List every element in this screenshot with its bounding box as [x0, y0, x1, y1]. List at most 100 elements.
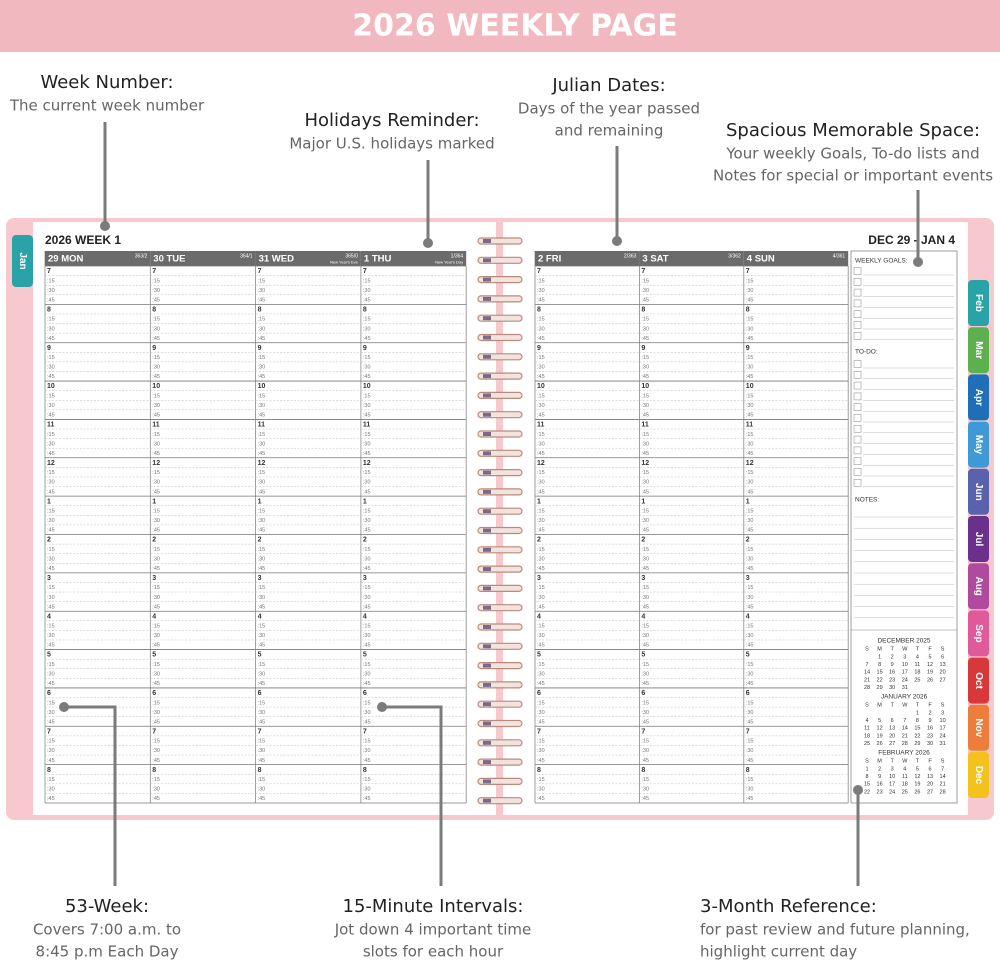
hour-label: 3	[258, 575, 262, 582]
mini-cal-day: 17	[940, 726, 946, 732]
mini-cal-day: 26	[927, 677, 933, 683]
quarter-label: :15	[537, 432, 545, 438]
quarter-label: :30	[152, 288, 160, 294]
quarter-label: :45	[746, 796, 754, 802]
quarter-label: :30	[641, 787, 649, 793]
callout-dot	[913, 257, 923, 267]
quarter-label: :15	[746, 317, 754, 323]
mini-cal-day: 29	[877, 685, 883, 691]
quarter-label: :15	[641, 355, 649, 361]
quarter-label: :45	[47, 336, 55, 342]
quarter-label: :30	[537, 787, 545, 793]
mini-cal-day: 30	[889, 685, 895, 691]
quarter-label: :30	[363, 710, 371, 716]
quarter-label: :15	[258, 393, 266, 399]
mini-cal-day: 10	[902, 662, 908, 668]
quarter-label: :30	[641, 633, 649, 639]
hour-label: 9	[363, 345, 367, 352]
hour-label: 9	[641, 345, 645, 352]
quarter-label: :45	[746, 298, 754, 304]
hour-label: 4	[258, 613, 262, 620]
hour-label: 10	[47, 383, 55, 390]
mini-cal-day: 1	[878, 654, 881, 660]
quarter-label: :30	[363, 518, 371, 524]
quarter-label: :15	[47, 278, 55, 284]
mini-cal-title: JANUARY 2026	[881, 694, 928, 701]
checkbox	[853, 277, 862, 286]
hour-label: 8	[152, 306, 156, 313]
callout-title: Spacious Memorable Space:	[726, 120, 980, 141]
hour-label: 6	[258, 690, 262, 697]
mini-cal-day: 19	[927, 670, 933, 676]
quarter-label: :45	[537, 298, 545, 304]
mini-cal-day: 12	[877, 726, 883, 732]
quarter-label: :15	[363, 355, 371, 361]
hour-label: 12	[641, 460, 649, 467]
quarter-label: :15	[152, 393, 160, 399]
quarter-label: :30	[641, 480, 649, 486]
quarter-label: :15	[258, 355, 266, 361]
hour-label: 8	[363, 306, 367, 313]
month-tab	[968, 563, 989, 610]
hour-label: 12	[537, 460, 545, 467]
quarter-label: :45	[537, 681, 545, 687]
left-page	[33, 222, 496, 815]
mini-cal-day: 1	[865, 766, 868, 772]
ring-clip	[483, 239, 491, 243]
quarter-label: :30	[152, 403, 160, 409]
ring-clip	[483, 625, 491, 629]
month-tab-label: Sep	[973, 624, 984, 642]
quarter-label: :15	[47, 777, 55, 783]
month-tab-label: Jul	[973, 532, 984, 547]
quarter-label: :45	[47, 489, 55, 495]
quarter-label: :45	[152, 719, 160, 725]
mini-cal-day: 30	[927, 741, 933, 747]
hour-label: 2	[258, 537, 262, 544]
hour-label: 5	[47, 652, 51, 659]
quarter-label: :45	[363, 681, 371, 687]
quarter-label: :15	[363, 508, 371, 514]
hour-label: 8	[746, 767, 750, 774]
hour-label: 4	[641, 613, 645, 620]
quarter-label: :45	[47, 298, 55, 304]
hour-label: 7	[258, 268, 262, 275]
quarter-label: :15	[641, 432, 649, 438]
callout-title: 15-Minute Intervals:	[343, 896, 524, 917]
mini-cal-weekday: W	[902, 758, 908, 764]
right-page	[503, 222, 968, 815]
hour-label: 1	[47, 498, 51, 505]
quarter-label: :45	[363, 413, 371, 419]
mini-cal-day: 2	[928, 710, 931, 716]
quarter-label: :15	[537, 470, 545, 476]
checkbox	[853, 267, 862, 275]
mini-cal-weekday: T	[891, 758, 895, 764]
quarter-label: :45	[746, 413, 754, 419]
hour-label: 1	[641, 498, 645, 505]
callout-title: 3-Month Reference:	[700, 896, 877, 917]
quarter-label: :15	[746, 355, 754, 361]
quarter-label: :15	[746, 624, 754, 630]
mini-cal-day: 10	[889, 774, 895, 780]
quarter-label: :45	[152, 758, 160, 764]
ring-clip	[483, 470, 491, 475]
quarter-label: :15	[152, 355, 160, 361]
hour-label: 8	[537, 306, 541, 313]
mini-cal-day: 7	[903, 718, 906, 724]
quarter-label: :30	[746, 671, 754, 677]
mini-cal-day: 13	[889, 726, 895, 732]
quarter-label: :15	[258, 739, 266, 745]
mini-cal-day: 8	[865, 774, 868, 780]
quarter-label: :45	[258, 796, 266, 802]
quarter-label: :15	[47, 547, 55, 553]
quarter-label: :45	[363, 604, 371, 610]
hour-label: 11	[537, 422, 545, 429]
hour-label: 2	[47, 537, 51, 544]
mini-cal-day: 27	[940, 677, 946, 683]
mini-cal-weekday: T	[916, 646, 920, 652]
mini-cal-day: 3	[891, 766, 894, 772]
sidebar-heading: WEEKLY GOALS:	[855, 258, 908, 265]
quarter-label: :15	[746, 739, 754, 745]
quarter-label: :30	[641, 748, 649, 754]
mini-cal-day: 28	[864, 685, 870, 691]
